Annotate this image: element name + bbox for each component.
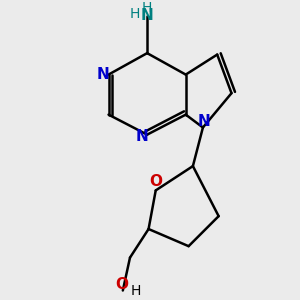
Text: O: O — [115, 277, 128, 292]
Text: H: H — [130, 7, 140, 21]
Text: N: N — [97, 67, 110, 82]
Text: H: H — [142, 1, 152, 15]
Text: H: H — [130, 284, 141, 298]
Text: N: N — [198, 114, 211, 129]
Text: N: N — [136, 129, 148, 144]
Text: O: O — [149, 174, 162, 189]
Text: N: N — [141, 8, 154, 23]
